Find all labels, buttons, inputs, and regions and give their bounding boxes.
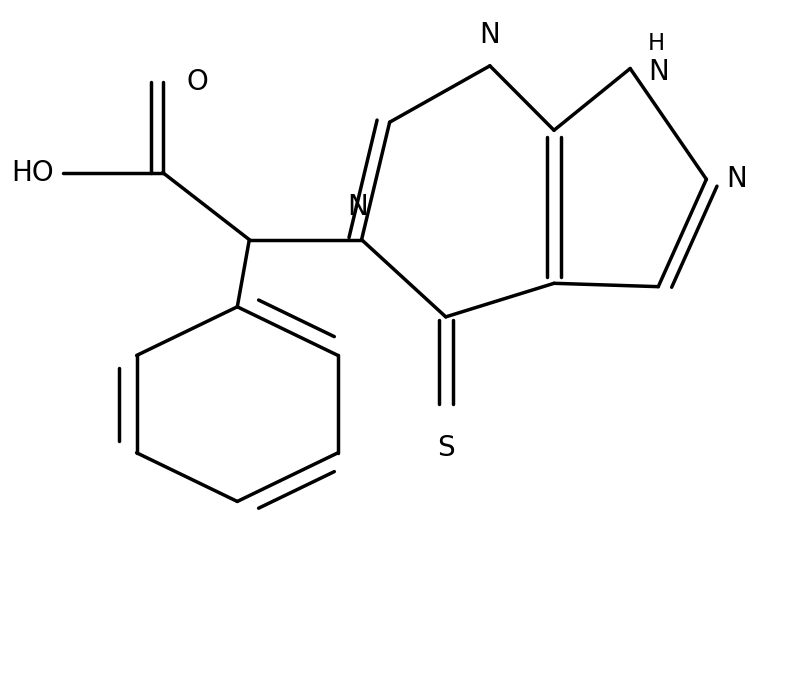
Text: N: N [347, 193, 367, 221]
Text: N: N [726, 165, 746, 193]
Text: O: O [187, 68, 208, 96]
Text: H: H [647, 32, 664, 55]
Text: N: N [479, 21, 500, 49]
Text: S: S [436, 434, 454, 462]
Text: HO: HO [11, 158, 54, 187]
Text: N: N [647, 58, 667, 86]
